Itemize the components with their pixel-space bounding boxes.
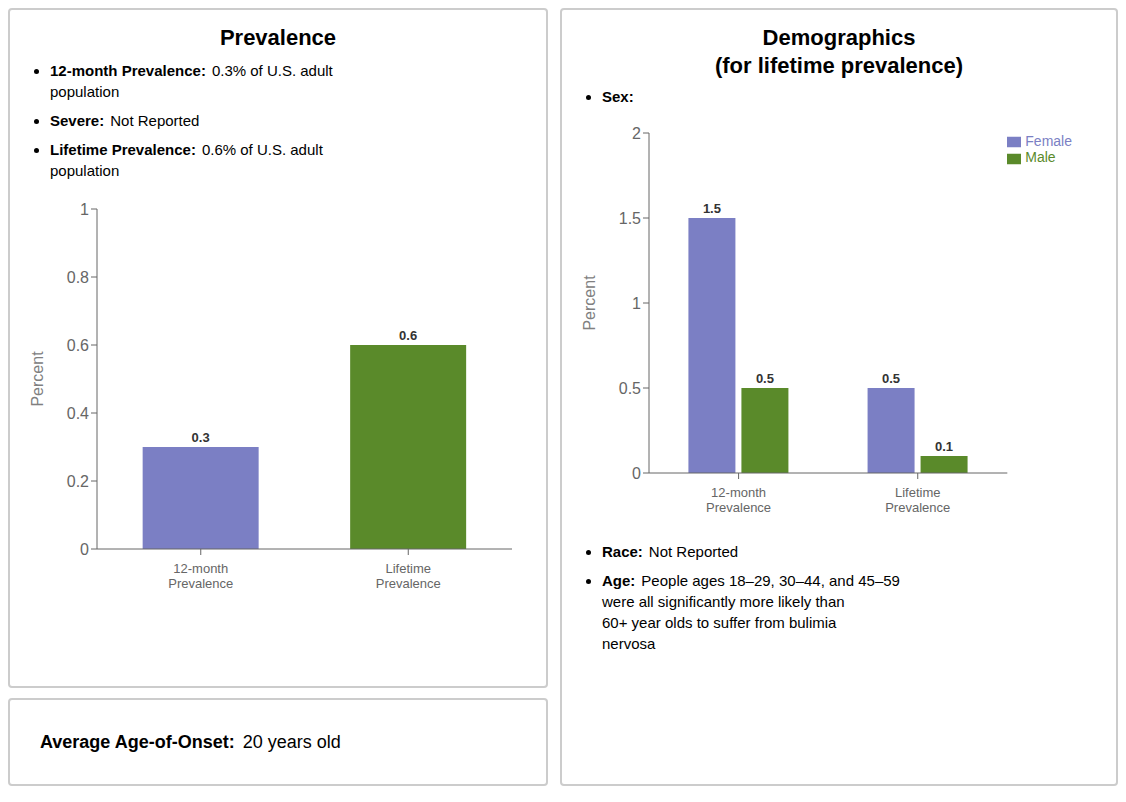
svg-text:LifetimePrevalence: LifetimePrevalence bbox=[376, 561, 441, 592]
html-text:Race: Not Reported: Race: Not Reported bbox=[602, 543, 739, 560]
svg-text:0.2: 0.2 bbox=[67, 473, 89, 490]
svg-text:Percent: Percent bbox=[29, 351, 46, 407]
html-text:Female: Female bbox=[1025, 133, 1072, 149]
svg-text:12-monthPrevalence: 12-monthPrevalence bbox=[706, 485, 771, 516]
svg-text:0.4: 0.4 bbox=[67, 405, 89, 422]
svg-text:LifetimePrevalence: LifetimePrevalence bbox=[885, 485, 950, 516]
svg-text:0.5: 0.5 bbox=[619, 380, 641, 397]
html-text:Lifetime Prevalence: 0.6% of U: Lifetime Prevalence: 0.6% of U.S. adult … bbox=[50, 141, 323, 179]
svg-text:0.5: 0.5 bbox=[756, 371, 774, 386]
svg-text:0.1: 0.1 bbox=[935, 439, 953, 454]
svg-text:12-monthPrevalence: 12-monthPrevalence bbox=[168, 561, 233, 592]
svg-text:1.5: 1.5 bbox=[703, 201, 721, 216]
html-text:Male: Male bbox=[1025, 149, 1056, 166]
svg-text:0.8: 0.8 bbox=[67, 269, 89, 286]
html-text:Demographics (for lifetime pre: Demographics (for lifetime prevalence) bbox=[714, 25, 964, 78]
svg-text:0.3: 0.3 bbox=[192, 430, 210, 445]
svg-text:0: 0 bbox=[80, 541, 89, 558]
html-text:Average Age-of-Onset: 20 years: Average Age-of-Onset: 20 years old bbox=[40, 731, 341, 752]
svg-text:2: 2 bbox=[632, 125, 641, 142]
html-text:12-month Prevalence: 0.3% of U: 12-month Prevalence: 0.3% of U.S. adult … bbox=[50, 62, 333, 100]
svg-text:0.5: 0.5 bbox=[882, 371, 900, 386]
svg-text:Percent: Percent bbox=[581, 275, 598, 331]
svg-text:0: 0 bbox=[632, 465, 641, 482]
svg-text:1.5: 1.5 bbox=[619, 210, 641, 227]
html-text:Age: People ages 18–29, 30–44,: Age: People ages 18–29, 30–44, and 45–59… bbox=[602, 572, 900, 652]
svg-text:1: 1 bbox=[632, 295, 641, 312]
svg-text:1: 1 bbox=[80, 201, 89, 218]
svg-text:0.6: 0.6 bbox=[67, 337, 89, 354]
html-text:Prevalence: Prevalence bbox=[219, 25, 337, 50]
html-text:Sex:: Sex: bbox=[602, 88, 634, 105]
html-text:Severe: Not Reported: Severe: Not Reported bbox=[50, 112, 200, 129]
svg-text:0.6: 0.6 bbox=[399, 328, 417, 343]
